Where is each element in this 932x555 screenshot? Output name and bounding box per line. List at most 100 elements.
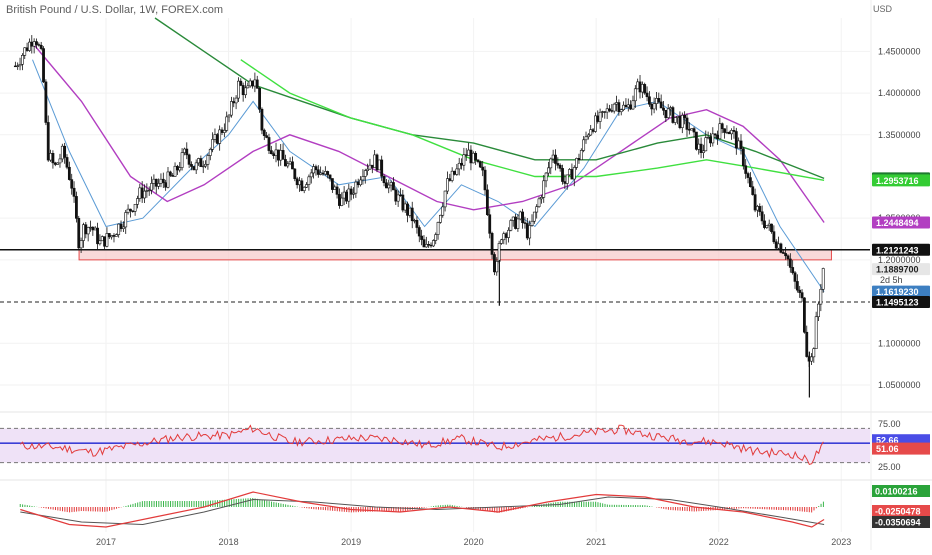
- candle-body: [375, 154, 379, 171]
- candle-body: [201, 165, 205, 168]
- candle: [814, 311, 818, 350]
- candle-countdown: 2d 5h: [880, 275, 903, 285]
- candle-body: [699, 143, 703, 153]
- candle-body: [35, 41, 38, 45]
- candle-body: [781, 252, 785, 254]
- candle-body: [556, 163, 560, 166]
- candle-body: [711, 133, 715, 144]
- candle-body: [544, 172, 548, 182]
- candle: [699, 137, 703, 159]
- candle-body: [145, 190, 149, 192]
- candle: [258, 87, 261, 113]
- candle-body: [572, 167, 576, 180]
- candle: [765, 225, 769, 229]
- candle: [227, 114, 231, 123]
- moving-average-line: [240, 59, 825, 181]
- price-tag-box: [872, 285, 930, 298]
- candle-body: [103, 236, 106, 247]
- candle-body: [330, 178, 334, 190]
- candle-body: [417, 227, 421, 237]
- candle: [133, 203, 137, 216]
- candle-body: [784, 253, 788, 257]
- candle-body: [821, 268, 825, 290]
- candle-body: [763, 220, 766, 228]
- candle: [401, 189, 405, 213]
- candle-body: [793, 272, 797, 282]
- candle-body: [373, 154, 377, 168]
- candle-body: [63, 145, 67, 158]
- candle: [347, 183, 351, 208]
- candle: [810, 353, 813, 366]
- candle-body: [98, 240, 102, 245]
- candle-body: [575, 158, 579, 168]
- candle-body: [420, 235, 424, 240]
- candle: [643, 82, 647, 95]
- candle: [218, 125, 222, 151]
- candle-body: [427, 244, 431, 246]
- candle-body: [338, 194, 341, 206]
- candle-body: [795, 281, 799, 291]
- candle-body: [333, 186, 337, 190]
- candle: [718, 117, 722, 140]
- candle: [105, 227, 109, 248]
- candle: [488, 208, 492, 239]
- candle-body: [406, 203, 409, 216]
- candle-body: [511, 216, 515, 221]
- candle: [366, 163, 370, 176]
- candle: [579, 148, 583, 161]
- candle: [316, 165, 320, 178]
- candle: [713, 133, 717, 139]
- candle-body: [800, 292, 804, 299]
- candle-body: [326, 171, 330, 176]
- candle-body: [166, 171, 170, 188]
- candle-body: [222, 130, 226, 133]
- candle: [204, 160, 207, 169]
- candle: [753, 188, 757, 213]
- candle: [114, 233, 118, 237]
- candle: [702, 144, 705, 159]
- candle-body: [253, 79, 257, 87]
- candle: [770, 223, 773, 234]
- candle: [194, 159, 198, 174]
- candle: [612, 102, 616, 114]
- x-tick-label: 2022: [709, 537, 729, 547]
- candle: [305, 182, 308, 189]
- candle: [70, 173, 74, 195]
- candle-body: [626, 104, 630, 108]
- candle-body: [345, 191, 348, 202]
- candle: [349, 186, 353, 201]
- candle-body: [309, 172, 313, 178]
- candle-body: [516, 218, 520, 229]
- price-tag: 1.2121243: [872, 243, 930, 256]
- candle-body: [483, 169, 487, 191]
- candle-body: [147, 189, 151, 192]
- candle: [690, 128, 694, 131]
- candle: [671, 105, 675, 124]
- candle-body: [211, 139, 215, 150]
- candle-body: [295, 178, 299, 186]
- candle: [75, 191, 78, 223]
- candle-body: [154, 178, 158, 187]
- candle-body: [171, 175, 175, 177]
- candle: [535, 204, 539, 219]
- candle: [431, 239, 435, 248]
- candle-body: [65, 157, 69, 168]
- candle: [471, 151, 475, 164]
- candle: [187, 153, 191, 169]
- candle: [375, 153, 379, 173]
- candle: [215, 132, 219, 145]
- candle-body: [267, 137, 271, 151]
- candle-body: [596, 115, 600, 122]
- rsi-tick-label: 75.00: [878, 419, 901, 429]
- candle: [720, 122, 724, 134]
- candle-body: [192, 166, 196, 171]
- moving-average-line: [31, 42, 825, 223]
- candle-body: [269, 150, 273, 155]
- candle: [354, 179, 358, 198]
- candle-body: [227, 114, 231, 118]
- candle: [86, 226, 90, 242]
- candle-body: [18, 63, 22, 67]
